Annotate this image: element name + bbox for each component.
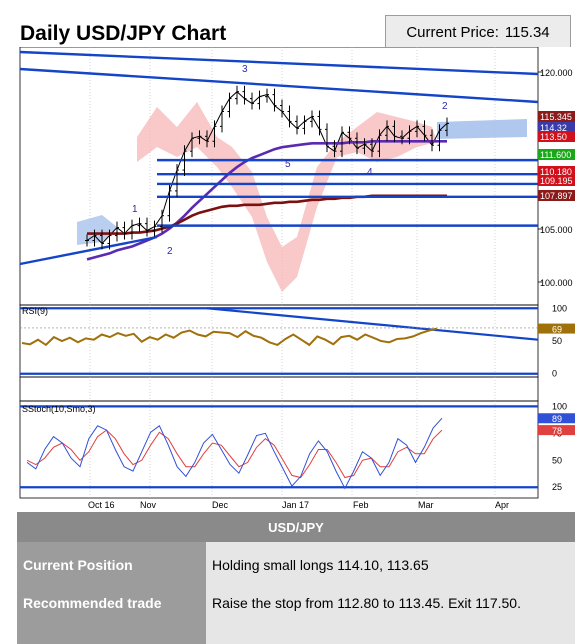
x-axis-label: Jan 17 bbox=[282, 500, 309, 510]
wave-label: 2 bbox=[442, 101, 448, 112]
price-tag bbox=[538, 166, 575, 177]
price-tag bbox=[538, 149, 575, 160]
x-axis-label: Feb bbox=[353, 500, 369, 510]
price-chart: 3 5 2 4 1 2 120.000 105.000 100.000 Oct 16 Nov Dec… bbox=[17, 47, 575, 512]
x-axis-label: Oct 16 bbox=[88, 500, 115, 510]
trend-line-upper bbox=[19, 50, 539, 76]
rsi-tag bbox=[538, 323, 575, 334]
price-axis-label: 100.000 bbox=[540, 278, 573, 288]
current-price-box: Current Price: 115.34 bbox=[385, 15, 571, 49]
stoch-k-tag bbox=[538, 413, 575, 424]
wave-label: 5 bbox=[285, 159, 291, 170]
trend-line-base bbox=[19, 235, 158, 266]
price-tag-label: 113.50 bbox=[540, 132, 567, 142]
x-axis-label: Dec bbox=[212, 500, 229, 510]
price-tag-label: 111.600 bbox=[540, 150, 571, 160]
price-tag bbox=[538, 122, 575, 133]
rsi-axis-label: 50 bbox=[552, 336, 562, 346]
x-axis-label: Nov bbox=[140, 500, 157, 510]
rsi-axis-label: 0 bbox=[552, 369, 557, 379]
price-tag-label: 109.195 bbox=[540, 176, 573, 186]
stoch-axis-label: 100 bbox=[552, 401, 567, 411]
wave-label: 1 bbox=[132, 204, 138, 215]
price-tag bbox=[538, 131, 575, 142]
price-tag bbox=[538, 111, 575, 122]
rsi-label: RSI(9) bbox=[22, 306, 48, 316]
current-position-label: Current Position bbox=[23, 557, 133, 573]
rsi-axis-label: 100 bbox=[552, 303, 567, 313]
rsi-line bbox=[21, 327, 438, 347]
wave-label: 4 bbox=[367, 167, 373, 178]
rsi-tag-label: 69 bbox=[552, 325, 562, 335]
price-tag bbox=[538, 190, 575, 201]
ichimoku-cloud-projection bbox=[437, 119, 527, 139]
price-axis-label: 105.000 bbox=[540, 225, 573, 235]
stoch-axis-label: 50 bbox=[552, 455, 562, 465]
recommended-trade-value: Raise the stop from 112.80 to 113.45. Ex… bbox=[212, 595, 521, 611]
current-position-value: Holding small longs 114.10, 113.65 bbox=[212, 557, 429, 573]
x-axis-label: Mar bbox=[418, 500, 434, 510]
stoch-d-line bbox=[26, 429, 443, 479]
price-tag-label: 114.32 bbox=[540, 123, 567, 133]
stoch-label: SStoch(10,Smo,3) bbox=[22, 404, 96, 414]
rsi-trend-line bbox=[206, 307, 539, 341]
price-tag-label: 115.345 bbox=[540, 112, 572, 122]
price-tag-label: 107.897 bbox=[540, 191, 573, 201]
recommended-trade-label: Recommended trade bbox=[23, 595, 162, 611]
price-series-line bbox=[86, 140, 447, 261]
ichimoku-cloud bbox=[137, 102, 437, 292]
current-price-value: 115.34 bbox=[504, 23, 550, 41]
table-label-column bbox=[17, 542, 206, 644]
stoch-axis-label: 25 bbox=[552, 482, 562, 492]
wave-label: 2 bbox=[167, 246, 173, 257]
price-tag-label: 110.180 bbox=[540, 167, 572, 177]
price-axis-label: 120.000 bbox=[540, 68, 573, 78]
stoch-k-tag-label: 89 bbox=[552, 414, 562, 424]
table-header: USD/JPY bbox=[17, 512, 575, 542]
current-price-label: Current Price: bbox=[406, 23, 499, 41]
stoch-d-tag-label: 78 bbox=[552, 426, 562, 436]
chart-title: Daily USD/JPY Chart bbox=[20, 22, 227, 45]
table-value-column bbox=[206, 542, 575, 644]
price-tag bbox=[538, 175, 575, 186]
stoch-d-tag bbox=[538, 425, 575, 436]
trend-line-lower bbox=[19, 67, 539, 104]
wave-label: 3 bbox=[242, 64, 248, 75]
stoch-k-line bbox=[26, 417, 443, 490]
x-axis-label: Apr bbox=[495, 500, 509, 510]
